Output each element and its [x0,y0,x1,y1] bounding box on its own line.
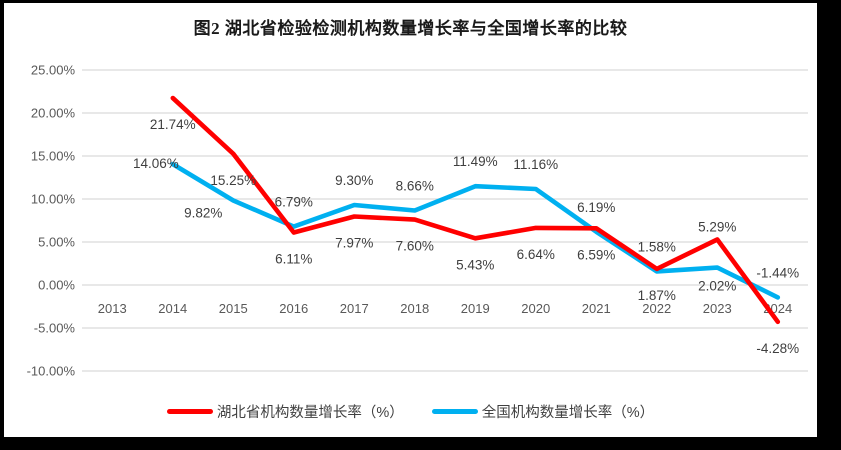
series-line [170,161,781,300]
x-axis-tick-label: 2013 [98,301,127,316]
y-axis-tick-label: -10.00% [27,364,76,379]
data-label: 9.82% [184,206,222,221]
data-label: 6.11% [275,251,312,266]
x-axis-tick-label: 2020 [521,301,550,316]
series-line [170,95,781,325]
y-axis-tick-label: 20.00% [31,106,76,121]
legend-label-hubei: 湖北省机构数量增长率（%） [216,405,404,421]
data-label: 6.64% [517,247,555,262]
y-axis-tick-label: 10.00% [31,192,76,207]
x-axis-tick-label: 2015 [219,301,248,316]
x-axis-tick-label: 2023 [703,301,732,316]
y-axis-tick-label: 25.00% [31,63,76,78]
legend: 湖北省机构数量增长率（%） 全国机构数量增长率（%） [4,401,817,422]
x-axis-tick-label: 2021 [582,301,611,316]
line-chart: 25.00% 20.00% 15.00% 10.00% 5.00% 0.00% -5.00%… [27,63,808,379]
data-label: 21.74% [150,117,196,132]
data-label: 6.59% [577,247,615,262]
y-axis-tick-label: 0.00% [38,278,75,293]
x-axis-tick-label: 2017 [340,301,369,316]
data-label: -1.44% [756,265,799,280]
data-label: 5.43% [456,257,494,272]
data-label: 1.87% [638,288,676,303]
data-label: 11.16% [513,157,558,172]
data-label: 7.60% [396,239,434,254]
x-axis-tick-label: 2014 [158,301,187,316]
legend-item-hubei: 湖北省机构数量增长率（%） [166,401,404,422]
chart-canvas: 图2 湖北省检验检测机构数量增长率与全国增长率的比较 25.00% 20.00% 1… [4,3,817,437]
data-label: 2.02% [698,279,736,294]
hubei-line-swatch-icon [166,409,213,414]
data-label: 15.25% [210,173,256,188]
chart-title: 图2 湖北省检验检测机构数量增长率与全国增长率的比较 [193,19,628,38]
x-axis-tick-label: 2018 [400,301,429,316]
national-line-swatch-icon [431,409,478,414]
y-axis-tick-label: 15.00% [31,149,76,164]
data-label: 1.58% [638,239,676,254]
y-axis-tick-label: -5.00% [34,321,76,336]
data-label: 9.30% [335,173,373,188]
data-label: 6.19% [577,200,615,215]
y-axis-tick-label: 5.00% [38,235,75,250]
data-label: 6.79% [275,195,313,210]
x-axis-tick-label: 2019 [461,301,490,316]
data-label: 7.97% [335,235,373,250]
data-label: -4.28% [756,341,799,356]
x-axis-tick-label: 2022 [642,301,671,316]
data-label: 14.06% [133,156,179,171]
legend-item-national: 全国机构数量增长率（%） [431,401,655,422]
data-label: 11.49% [453,154,498,169]
data-label: 8.66% [396,179,434,194]
data-label: 5.29% [698,220,736,235]
legend-label-national: 全国机构数量增长率（%） [481,405,655,421]
x-axis-tick-label: 2016 [279,301,308,316]
